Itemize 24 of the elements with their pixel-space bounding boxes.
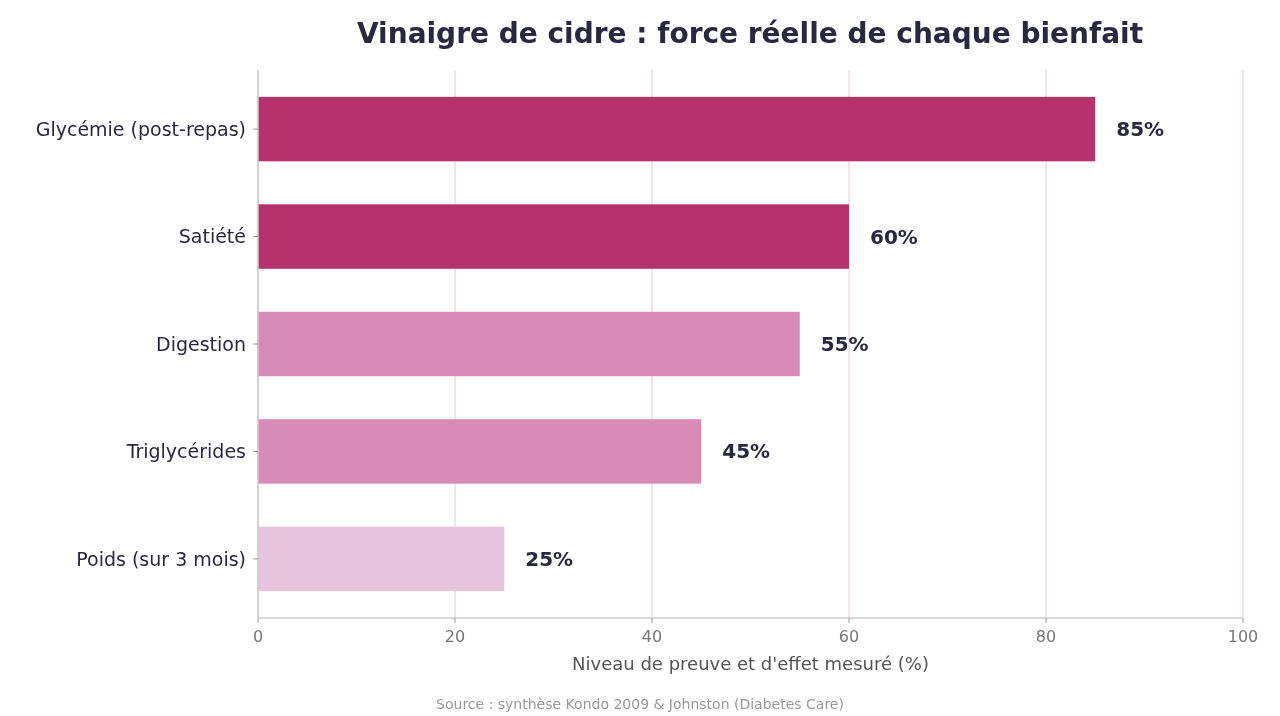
- data-label: 85%: [1116, 117, 1165, 142]
- y-tick-label: Poids (sur 3 mois): [76, 547, 246, 570]
- x-tick-label: 80: [1035, 627, 1057, 646]
- data-label: 55%: [820, 332, 869, 356]
- x-axis-title: Niveau de preuve et d'effet mesuré (%): [572, 653, 929, 674]
- y-tick-label: Digestion: [156, 332, 246, 355]
- x-tick-label: 60: [838, 627, 860, 646]
- y-tick-label: Glycémie (post-repas): [35, 117, 246, 140]
- bar: [258, 311, 800, 377]
- bar: [258, 419, 702, 484]
- x-tick-label: 40: [641, 627, 663, 646]
- bar: [258, 526, 505, 592]
- x-tick-label: 0: [252, 627, 264, 646]
- y-tick-label: Triglycérides: [125, 440, 246, 463]
- data-label: 45%: [722, 439, 771, 464]
- y-tick-label: Satiété: [178, 225, 246, 248]
- bar: [258, 204, 849, 269]
- data-label: 25%: [525, 546, 574, 571]
- data-label: 60%: [870, 224, 918, 249]
- x-tick-label: 100: [1227, 627, 1259, 646]
- bar: [258, 96, 1096, 162]
- x-tick-label: 20: [444, 627, 466, 646]
- chart-title: Vinaigre de cidre : force réelle de chaque bienfait: [356, 17, 1144, 50]
- source-note: Source : synthèse Kondo 2009 & Johnston (Diabetes Care): [436, 696, 844, 712]
